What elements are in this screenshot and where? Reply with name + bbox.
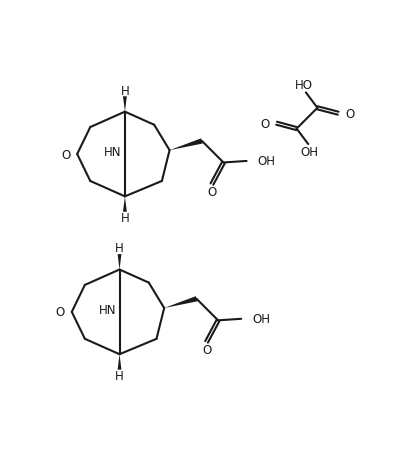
Polygon shape [169,139,202,151]
Polygon shape [117,355,121,370]
Text: O: O [344,107,354,120]
Text: H: H [115,369,124,382]
Text: OH: OH [252,313,269,325]
Text: HN: HN [99,303,116,316]
Text: OH: OH [257,155,275,168]
Polygon shape [123,197,126,213]
Text: H: H [120,84,129,97]
Text: H: H [120,212,129,225]
Text: HO: HO [294,79,313,92]
Polygon shape [117,255,121,270]
Text: O: O [260,118,269,131]
Text: O: O [55,306,65,319]
Polygon shape [123,97,126,113]
Text: HN: HN [104,146,122,159]
Text: H: H [115,242,124,255]
Text: O: O [207,186,216,199]
Text: OH: OH [300,146,318,159]
Text: O: O [201,344,211,357]
Text: O: O [61,148,70,161]
Polygon shape [164,296,197,308]
